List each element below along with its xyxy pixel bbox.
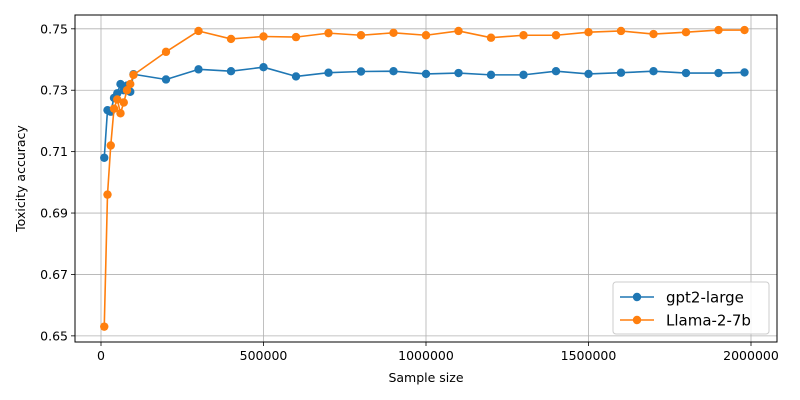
data-point-llama-2-7b xyxy=(519,31,528,40)
data-point-gpt2-large xyxy=(194,65,203,74)
data-point-llama-2-7b xyxy=(106,141,115,150)
data-point-llama-2-7b xyxy=(551,31,561,40)
data-point-llama-2-7b xyxy=(649,29,658,39)
grid-lines xyxy=(75,15,777,342)
data-point-llama-2-7b xyxy=(389,28,398,38)
data-point-llama-2-7b xyxy=(129,70,138,80)
data-point-llama-2-7b xyxy=(714,25,723,35)
series-line-gpt2-large xyxy=(103,66,745,158)
data-point-gpt2-large xyxy=(551,66,561,76)
y-tick-label: 0.73 xyxy=(40,83,68,98)
data-point-gpt2-large xyxy=(116,79,125,89)
data-point-gpt2-large xyxy=(226,66,236,76)
data-point-llama-2-7b xyxy=(100,322,109,331)
y-axis-label: Toxicity accuracy xyxy=(13,125,28,233)
series-layer xyxy=(100,25,749,331)
legend-box xyxy=(612,281,770,335)
y-tick-label: 0.71 xyxy=(40,144,68,159)
data-point-gpt2-large xyxy=(324,68,333,77)
data-point-llama-2-7b xyxy=(109,104,119,113)
data-point-llama-2-7b xyxy=(291,32,301,42)
data-point-gpt2-large xyxy=(681,68,691,78)
data-point-gpt2-large xyxy=(100,153,109,162)
y-tick-label: 0.67 xyxy=(40,267,68,282)
data-point-llama-2-7b xyxy=(421,31,431,40)
data-point-llama-2-7b xyxy=(356,31,366,40)
data-point-gpt2-large xyxy=(113,89,122,98)
data-point-llama-2-7b xyxy=(486,33,496,42)
x-axis: 0 500000 1000000 1500000 2000000 xyxy=(97,342,779,363)
data-point-llama-2-7b xyxy=(259,32,268,41)
y-tick-label: 0.65 xyxy=(40,328,68,343)
data-point-llama-2-7b xyxy=(740,25,749,35)
data-point-llama-2-7b xyxy=(584,27,593,37)
data-point-gpt2-large xyxy=(649,66,658,76)
data-point-gpt2-large xyxy=(259,62,268,72)
legend-label-llama-2-7b: Llama-2-7b xyxy=(666,312,751,330)
data-point-llama-2-7b xyxy=(681,27,691,37)
data-point-llama-2-7b xyxy=(194,26,203,36)
data-point-llama-2-7b xyxy=(119,98,128,107)
data-point-llama-2-7b xyxy=(161,47,171,57)
data-point-gpt2-large xyxy=(486,70,496,80)
y-tick-label: 0.69 xyxy=(40,206,68,221)
x-tick-label: 2000000 xyxy=(723,348,779,363)
data-point-gpt2-large xyxy=(389,66,398,76)
data-point-gpt2-large xyxy=(291,72,301,81)
data-point-llama-2-7b xyxy=(103,190,112,199)
data-point-llama-2-7b xyxy=(616,26,626,36)
data-point-llama-2-7b xyxy=(226,34,236,44)
data-point-gpt2-large xyxy=(740,68,749,77)
data-point-llama-2-7b xyxy=(113,95,122,104)
data-point-llama-2-7b xyxy=(122,86,132,95)
data-point-gpt2-large xyxy=(161,75,171,84)
legend-label-gpt2-large: gpt2-large xyxy=(666,289,744,307)
series-llama-2-7b xyxy=(100,25,749,331)
x-tick-label: 0 xyxy=(97,348,105,363)
data-point-gpt2-large xyxy=(356,67,366,76)
x-tick-label: 1000000 xyxy=(398,348,454,363)
legend-marker-gpt2-large xyxy=(632,292,642,302)
x-axis-label: Sample size xyxy=(388,370,463,385)
data-point-llama-2-7b xyxy=(324,28,333,38)
data-point-gpt2-large xyxy=(584,69,593,79)
data-point-llama-2-7b xyxy=(116,109,125,118)
legend: gpt2-large Llama-2-7b xyxy=(612,281,770,335)
x-tick-label: 1500000 xyxy=(561,348,617,363)
y-axis: 0.65 0.67 0.69 0.71 0.73 0.75 xyxy=(40,21,75,343)
data-point-gpt2-large xyxy=(519,70,528,80)
legend-marker-llama-2-7b xyxy=(632,315,642,325)
data-point-llama-2-7b xyxy=(454,26,463,36)
data-point-gpt2-large xyxy=(421,69,431,79)
data-point-gpt2-large xyxy=(454,68,463,78)
y-tick-label: 0.75 xyxy=(40,21,68,36)
series-gpt2-large xyxy=(100,62,749,162)
data-point-llama-2-7b xyxy=(126,79,135,89)
x-tick-label: 500000 xyxy=(240,348,288,363)
data-point-gpt2-large xyxy=(714,68,723,78)
data-point-gpt2-large xyxy=(616,68,626,77)
